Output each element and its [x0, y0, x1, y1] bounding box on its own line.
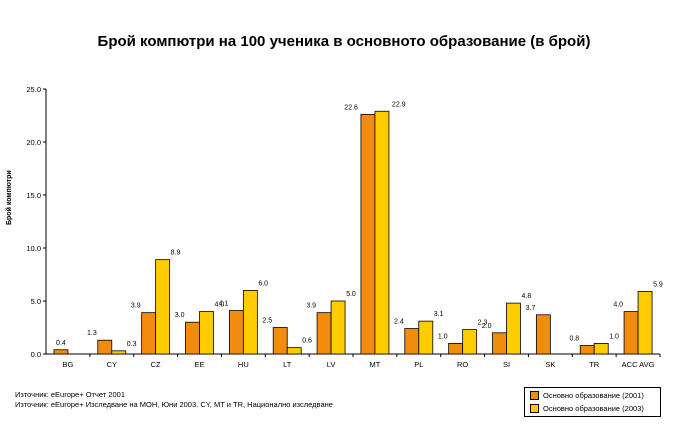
x-tick-label: EE: [194, 360, 204, 369]
y-tick-label: 5.0: [31, 297, 41, 306]
bar-2001-acc-avg: [623, 311, 639, 355]
data-label: 22.9: [392, 101, 406, 108]
data-label: 5.0: [346, 291, 356, 298]
legend-label-2003: Основно образование (2003): [543, 404, 644, 413]
bar-2003-ro: [462, 329, 478, 355]
data-label: 2.0: [482, 323, 492, 330]
data-label: 3.0: [175, 312, 185, 319]
bar-2001-mt: [360, 114, 376, 355]
x-tick-label: CY: [107, 360, 117, 369]
bar-2001-lv: [316, 312, 332, 355]
data-label: 3.9: [306, 303, 316, 310]
legend-label-2001: Основно образование (2001): [543, 391, 644, 400]
bar-2001-cz: [141, 312, 157, 355]
data-label: 4.0: [613, 302, 623, 309]
data-label: 5.9: [653, 281, 663, 288]
x-tick-label: LV: [327, 360, 336, 369]
bar-2003-hu: [242, 289, 258, 355]
data-label: 4.1: [219, 301, 229, 308]
x-tick-label: RO: [457, 360, 468, 369]
data-label: 2.3: [478, 320, 488, 327]
bar-2003-si: [506, 302, 521, 355]
data-label: 3.9: [131, 303, 141, 310]
x-tick-label: SK: [545, 360, 555, 369]
legend-item-2003: Основно образование (2003): [530, 404, 644, 413]
data-label: 6.0: [258, 280, 268, 287]
bar-2003-cz: [155, 259, 171, 355]
y-tick-label: 10.0: [26, 244, 41, 253]
bar-2003-lt: [286, 347, 302, 355]
y-tick-label: 0.0: [31, 350, 41, 359]
x-tick-label: MT: [370, 360, 381, 369]
x-tick-label: LT: [283, 360, 292, 369]
bar-2001-si: [492, 332, 507, 355]
y-tick-label: 20.0: [26, 138, 41, 147]
data-label: 4.8: [522, 293, 532, 300]
bar-2003-pl: [418, 320, 434, 355]
data-label: 0.6: [302, 338, 312, 345]
bar-2001-pl: [404, 328, 420, 355]
data-label: 8.9: [171, 250, 181, 257]
bar-2001-tr: [579, 345, 595, 355]
data-label: 0.8: [569, 336, 579, 343]
source-line-2: Източник: eEurope+ Изследване на МОН, Юн…: [15, 400, 333, 409]
y-tick-label: 25.0: [26, 85, 41, 94]
bar-2001-cy: [97, 339, 113, 355]
data-label: 0.4: [56, 340, 66, 347]
legend-swatch-2001: [530, 391, 539, 400]
bar-2003-tr: [593, 342, 609, 355]
data-label: 3.7: [526, 305, 536, 312]
bar-2003-ee: [199, 311, 214, 355]
data-label: 2.4: [394, 319, 404, 326]
data-label: 2.5: [262, 318, 272, 325]
chart-title: Брой компютри на 100 ученика в основното…: [97, 33, 591, 50]
bar-2003-lv: [330, 300, 346, 355]
x-tick-label: CZ: [151, 360, 161, 369]
source-line-1: Източник: eEurope+ Отчет 2001: [15, 390, 125, 399]
data-label: 0.3: [127, 341, 137, 348]
bar-2001-hu: [228, 310, 244, 355]
data-label: 1.0: [609, 333, 619, 340]
x-tick-label: BG: [63, 360, 74, 369]
bar-2001-sk: [535, 314, 551, 355]
x-tick-label: TR: [589, 360, 600, 369]
x-tick-label: PL: [414, 360, 423, 369]
x-tick-label: HU: [238, 360, 249, 369]
bar-2003-cy: [111, 350, 127, 355]
legend-swatch-2003: [530, 404, 539, 413]
bar-2001-ee: [185, 321, 200, 355]
x-tick-label: SI: [503, 360, 510, 369]
legend: Основно образование (2001) Основно образ…: [524, 387, 661, 417]
bar-2003-acc-avg: [637, 291, 653, 355]
data-label: 4.0: [215, 302, 225, 309]
sources: Източник: eEurope+ Отчет 2001 Източник: …: [15, 390, 333, 410]
data-label: 1.0: [438, 333, 448, 340]
bar-2003-mt: [374, 110, 390, 355]
data-label: 22.6: [344, 104, 358, 111]
legend-item-2001: Основно образование (2001): [530, 391, 644, 400]
data-label: 1.3: [87, 330, 97, 337]
y-tick-label: 15.0: [26, 191, 41, 200]
x-tick-label: ACC AVG: [622, 360, 655, 369]
bar-2001-ro: [448, 342, 464, 355]
bar-2001-lt: [272, 327, 288, 355]
bar-2001-bg: [53, 349, 69, 355]
data-label: 3.1: [434, 311, 444, 318]
